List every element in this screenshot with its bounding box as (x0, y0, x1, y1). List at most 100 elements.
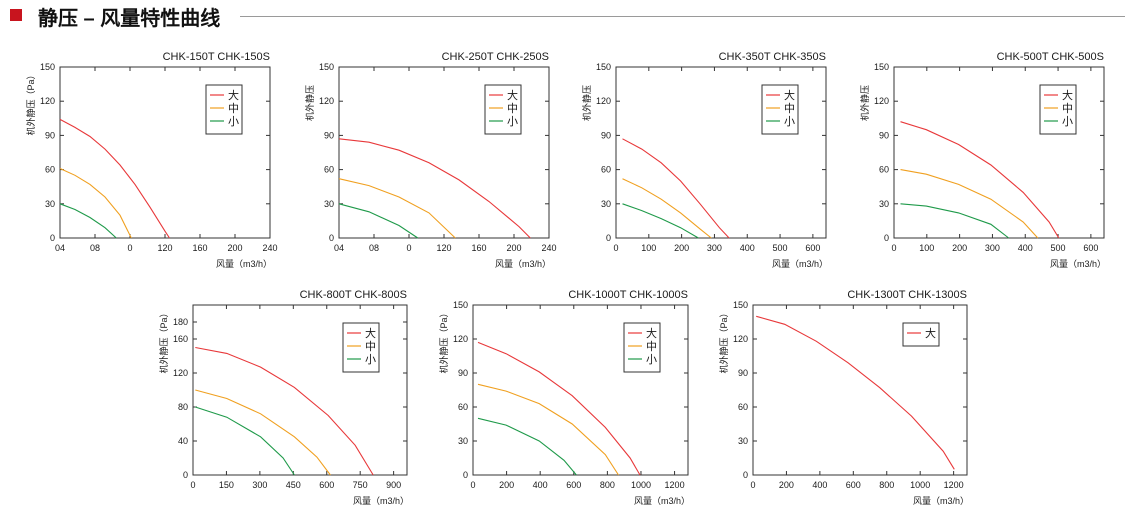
y-tick-label: 160 (173, 334, 188, 344)
y-tick-label: 0 (606, 233, 611, 243)
y-tick-label: 0 (329, 233, 334, 243)
y-tick-label: 150 (319, 62, 334, 72)
series-line-小 (338, 203, 419, 239)
chart-panel-6: CHK-1000T CHK-1000S 0 30 60 90 120 150 0 200 400 6… (438, 289, 690, 506)
legend-label: 中 (1062, 102, 1073, 115)
chart-panel-3: CHK-350T CHK-350S 0 30 60 90 120 150 0 100 200 300… (581, 51, 828, 269)
chart-title: CHK-500T CHK-500S (997, 51, 1104, 63)
x-axis-label: 风量（m3/h） (913, 496, 969, 506)
x-tick-label: 0 (406, 243, 411, 253)
x-tick-label: 04 (334, 243, 344, 253)
x-tick-label: 0 (891, 243, 896, 253)
y-tick-label: 30 (45, 199, 55, 209)
x-tick-label: 200 (674, 243, 689, 253)
y-tick-label: 90 (324, 130, 334, 140)
legend-label: 中 (228, 102, 239, 115)
chart-title: CHK-800T CHK-800S (300, 289, 407, 301)
x-tick-label: 400 (1018, 243, 1033, 253)
y-tick-label: 0 (884, 233, 889, 243)
x-tick-label: 500 (1051, 243, 1066, 253)
legend-label: 中 (784, 102, 795, 115)
legend-label: 小 (784, 115, 795, 128)
plot-frame (752, 304, 968, 476)
x-tick-label: 800 (600, 480, 615, 490)
y-tick-label: 30 (879, 199, 889, 209)
y-tick-label: 120 (319, 96, 334, 106)
x-tick-label: 0 (613, 243, 618, 253)
chart-title: CHK-1000T CHK-1000S (568, 289, 688, 301)
x-axis-label: 风量（m3/h） (353, 496, 409, 506)
x-tick-label: 0 (470, 480, 475, 490)
x-tick-label: 240 (541, 243, 556, 253)
series-line-中 (477, 383, 619, 476)
x-tick-label: 300 (707, 243, 722, 253)
y-tick-label: 120 (173, 368, 188, 378)
x-tick-label: 600 (319, 480, 334, 490)
y-tick-label: 120 (453, 334, 468, 344)
legend-label: 小 (228, 115, 239, 128)
x-tick-label: 600 (566, 480, 581, 490)
series-line-中 (338, 178, 456, 239)
y-tick-label: 30 (458, 436, 468, 446)
x-tick-label: 120 (436, 243, 451, 253)
legend-label: 小 (365, 353, 376, 366)
x-tick-label: 0 (190, 480, 195, 490)
series-line-中 (900, 169, 1039, 239)
plot-frame (472, 304, 689, 476)
x-tick-label: 08 (369, 243, 379, 253)
y-axis-label: 机外静压（Pa） (438, 308, 449, 373)
y-tick-label: 120 (733, 334, 748, 344)
y-axis-label: 机外静压（Pa） (718, 308, 729, 373)
x-tick-label: 200 (227, 243, 242, 253)
x-tick-label: 400 (812, 480, 827, 490)
series-line-大 (59, 118, 170, 239)
y-tick-label: 0 (463, 470, 468, 480)
y-tick-label: 40 (178, 436, 188, 446)
legend-label: 大 (228, 88, 239, 102)
x-tick-label: 08 (90, 243, 100, 253)
y-tick-label: 150 (874, 62, 889, 72)
y-tick-label: 90 (601, 130, 611, 140)
series-line-小 (477, 417, 577, 476)
series-line-中 (59, 167, 132, 239)
series-line-大 (756, 315, 955, 470)
legend-label: 小 (507, 115, 518, 128)
x-tick-label: 100 (919, 243, 934, 253)
x-tick-label: 1000 (910, 480, 930, 490)
x-tick-label: 400 (533, 480, 548, 490)
page-title: 静压 – 风量特性曲线 (38, 8, 221, 30)
y-tick-label: 120 (40, 96, 55, 106)
x-tick-label: 100 (641, 243, 656, 253)
y-tick-label: 90 (45, 130, 55, 140)
x-tick-label: 160 (192, 243, 207, 253)
series-line-中 (622, 178, 712, 239)
legend-label: 大 (784, 88, 795, 102)
x-axis-label: 风量（m3/h） (634, 496, 690, 506)
x-tick-label: 300 (985, 243, 1000, 253)
x-tick-label: 300 (252, 480, 267, 490)
page-header: 静压 – 风量特性曲线 (0, 0, 1130, 34)
x-tick-label: 600 (846, 480, 861, 490)
series-line-大 (477, 341, 641, 476)
x-tick-label: 0 (127, 243, 132, 253)
x-tick-label: 450 (286, 480, 301, 490)
y-tick-label: 150 (453, 300, 468, 310)
header-divider (240, 16, 1125, 17)
y-tick-label: 120 (596, 96, 611, 106)
x-tick-label: 0 (750, 480, 755, 490)
legend-label: 大 (925, 326, 936, 340)
chart-panel-4: CHK-500T CHK-500S 0 30 60 90 120 150 0 100 200 300… (859, 51, 1106, 269)
plot-frame (615, 66, 827, 239)
chart-panel-7: CHK-1300T CHK-1300S 0 30 60 90 120 150 0 200 400 6… (718, 289, 969, 506)
series-line-小 (622, 203, 699, 239)
y-tick-label: 60 (324, 165, 334, 175)
chart-title: CHK-250T CHK-250S (442, 51, 549, 63)
x-tick-label: 150 (219, 480, 234, 490)
y-tick-label: 150 (596, 62, 611, 72)
x-tick-label: 200 (506, 243, 521, 253)
x-axis-label: 风量（m3/h） (772, 259, 828, 269)
series-line-大 (622, 138, 730, 239)
x-tick-label: 600 (805, 243, 820, 253)
plot-frame (192, 304, 408, 476)
